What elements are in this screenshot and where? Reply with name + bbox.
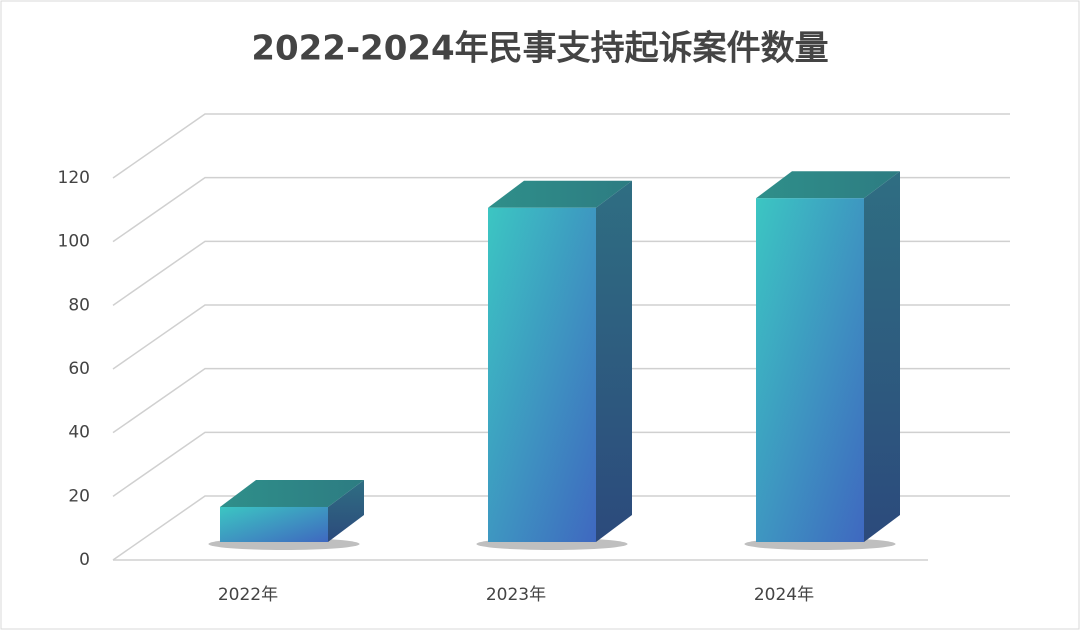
grid-line xyxy=(112,367,1010,434)
x-tick-label: 2023年 xyxy=(486,585,546,605)
y-tick-label: 120 xyxy=(58,168,90,188)
grid-line xyxy=(112,431,1010,497)
bar-side xyxy=(864,171,900,542)
grid-line xyxy=(112,240,1010,306)
y-tick-label: 80 xyxy=(68,295,90,315)
y-tick-label: 40 xyxy=(68,423,90,443)
x-tick-label: 2022年 xyxy=(218,585,278,605)
bar-top xyxy=(756,171,900,199)
bar-top xyxy=(220,479,364,507)
y-tick-label: 20 xyxy=(68,486,90,506)
y-tick-label: 100 xyxy=(58,232,90,252)
y-tick-label: 0 xyxy=(79,550,90,570)
chart-title: 2022-2024年民事支持起诉案件数量 xyxy=(251,29,828,69)
bar-side xyxy=(596,180,632,542)
bar xyxy=(488,207,596,542)
grid-line xyxy=(112,176,1010,243)
grid-line xyxy=(112,304,1010,370)
bar-top xyxy=(488,180,632,208)
bar-side xyxy=(328,479,364,542)
x-tick-label: 2024年 xyxy=(754,585,814,605)
bar xyxy=(756,198,864,542)
grid-line xyxy=(112,495,1010,561)
bar xyxy=(220,506,328,542)
y-tick-label: 60 xyxy=(68,359,90,379)
grid-line xyxy=(112,113,1010,179)
